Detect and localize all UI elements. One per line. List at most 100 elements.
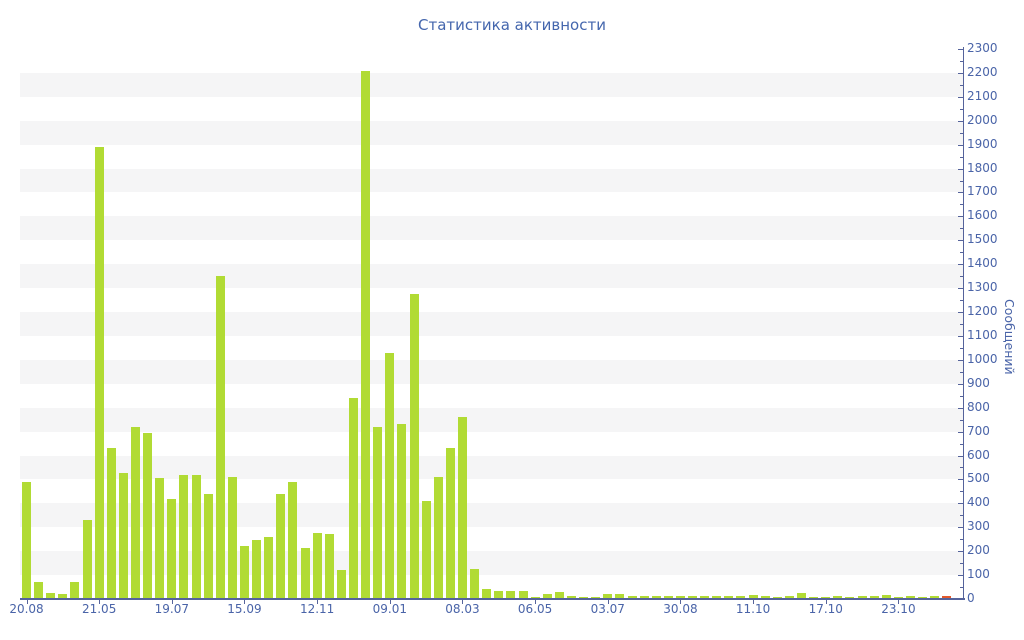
bar	[46, 593, 56, 599]
bar	[288, 481, 298, 599]
bar	[506, 590, 516, 599]
bar	[227, 477, 237, 599]
x-axis-line	[20, 598, 965, 600]
y-major-tick	[958, 192, 963, 194]
grid-stripe	[20, 120, 963, 145]
bar	[627, 595, 637, 599]
bar	[906, 595, 916, 599]
bar	[857, 595, 867, 599]
plot-area	[20, 49, 963, 599]
y-minor-tick	[960, 491, 963, 493]
bar	[276, 493, 286, 599]
x-tick-label: 20.08	[9, 602, 44, 616]
x-tick-label: 03.07	[590, 602, 625, 616]
y-tick-label: 1000	[967, 351, 998, 366]
grid-stripe	[20, 312, 963, 336]
y-minor-tick	[960, 467, 963, 469]
bar	[809, 596, 819, 599]
x-tick-label: 12.11	[299, 602, 335, 616]
y-tick-label: 1100	[967, 327, 998, 342]
bar	[130, 426, 140, 599]
bar	[118, 473, 128, 599]
grid-stripe	[20, 407, 963, 432]
bar	[821, 596, 831, 599]
x-tick	[389, 600, 391, 604]
y-tick-label: 2100	[967, 88, 998, 103]
bar	[845, 596, 855, 599]
y-tick-label: 400	[967, 495, 990, 510]
x-tick	[171, 600, 173, 604]
bar	[603, 593, 613, 599]
bar	[736, 595, 746, 599]
bar	[361, 70, 371, 599]
bar	[918, 596, 928, 599]
bar	[542, 593, 552, 599]
bar	[615, 594, 625, 599]
y-major-tick	[958, 168, 963, 170]
bar	[300, 547, 310, 599]
bar	[833, 595, 843, 599]
y-major-tick	[958, 407, 963, 409]
y-major-tick	[958, 575, 963, 577]
bar	[675, 595, 685, 599]
bar	[203, 493, 213, 599]
bar	[239, 546, 249, 599]
x-tick-label: 15.09	[227, 602, 262, 616]
x-tick-label: 17.10	[808, 602, 843, 616]
y-tick-label: 900	[967, 375, 990, 390]
bar	[155, 478, 165, 599]
y-major-tick	[958, 383, 963, 385]
y-tick-label: 300	[967, 519, 990, 534]
x-tick-label: 30.08	[663, 602, 698, 616]
y-axis-title: Сообщений	[1002, 299, 1017, 375]
y-minor-tick	[960, 324, 963, 325]
y-minor-tick	[960, 108, 963, 110]
y-major-tick	[958, 288, 963, 290]
x-tick	[680, 600, 682, 604]
y-tick-label: 1600	[967, 208, 998, 223]
y-minor-tick	[960, 515, 963, 517]
x-tick-label: 06.05	[517, 602, 553, 616]
bar	[760, 595, 770, 599]
y-minor-tick	[960, 132, 963, 134]
bar	[748, 594, 758, 599]
bar	[409, 294, 419, 599]
bar	[457, 417, 467, 599]
bar	[869, 595, 879, 599]
y-minor-tick	[960, 180, 963, 182]
y-tick-label: 600	[967, 447, 990, 462]
bar	[336, 570, 346, 599]
bar	[470, 569, 480, 599]
y-major-tick	[958, 264, 963, 266]
y-tick-label: 1900	[967, 136, 998, 151]
y-major-tick	[958, 144, 963, 146]
y-minor-tick	[960, 443, 963, 445]
bar	[348, 398, 358, 599]
y-major-tick	[958, 240, 963, 242]
grid-stripe	[20, 359, 963, 384]
bar	[421, 500, 431, 599]
bar	[651, 595, 661, 599]
bar	[215, 276, 225, 599]
bar	[58, 594, 68, 599]
bar	[566, 595, 576, 599]
y-tick-label: 700	[967, 423, 990, 438]
bar	[82, 520, 92, 599]
grid-stripe	[20, 216, 963, 241]
bar	[179, 474, 189, 599]
y-tick-label: 1400	[967, 256, 998, 271]
bar	[663, 595, 673, 599]
bar	[494, 590, 504, 599]
x-tick-label: 21.05	[81, 602, 117, 616]
x-tick	[244, 600, 246, 604]
x-tick-label: 23.10	[881, 602, 916, 616]
bar	[373, 426, 383, 599]
bar	[518, 591, 528, 599]
bar	[191, 474, 201, 599]
x-tick-label: 09.01	[372, 602, 407, 616]
y-tick-label: 1500	[967, 232, 998, 247]
bar	[264, 536, 274, 599]
highlighted-bar	[942, 595, 952, 599]
y-major-tick	[958, 479, 963, 481]
